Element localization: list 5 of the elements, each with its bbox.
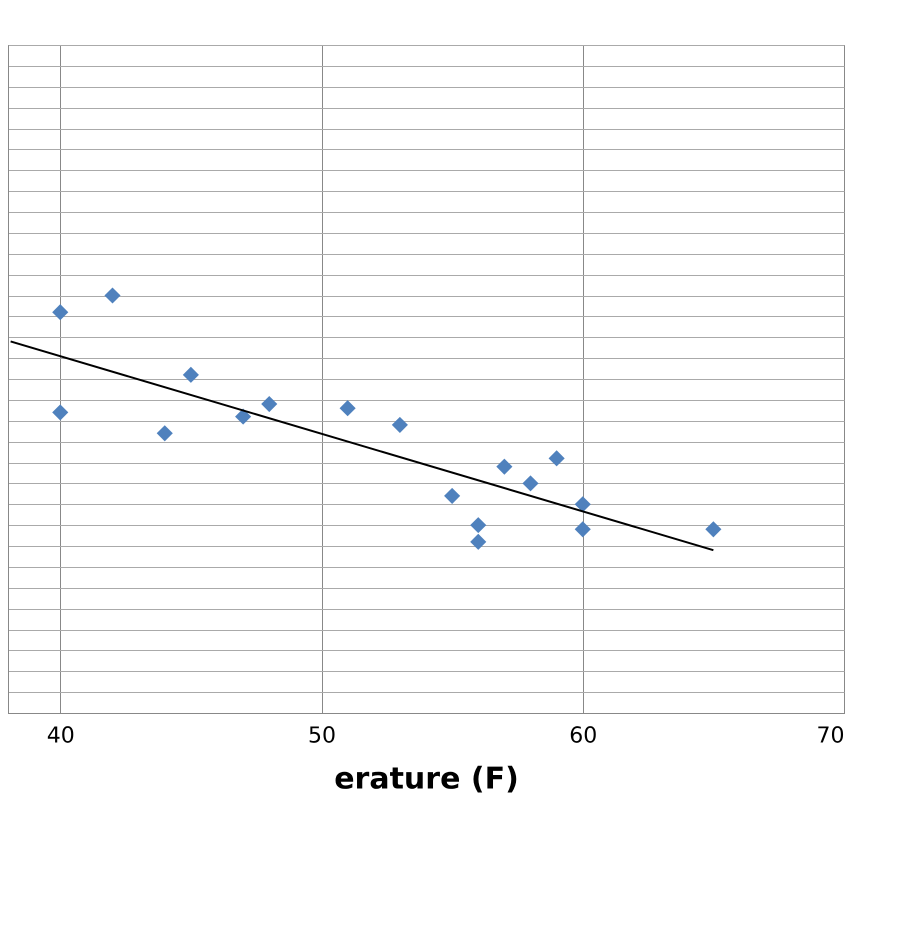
x-tick-label: 70 — [816, 724, 844, 748]
x-tick-label: 40 — [46, 724, 75, 748]
x-tick-label: 50 — [308, 724, 336, 748]
x-axis-title: erature (F) — [334, 762, 519, 796]
x-tick-label: 60 — [569, 724, 598, 748]
